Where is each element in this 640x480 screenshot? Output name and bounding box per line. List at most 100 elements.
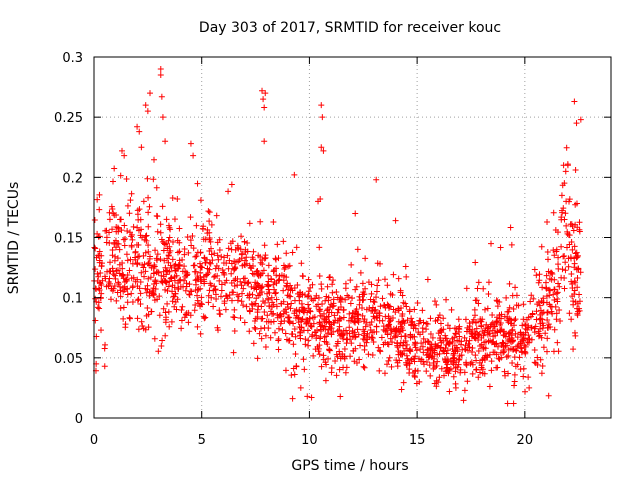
data-point [335,306,342,313]
data-point [108,203,115,210]
data-point [202,314,209,321]
data-point [393,332,400,339]
data-point [284,292,291,299]
data-point [377,348,384,355]
data-point [95,233,102,240]
data-point [463,285,470,292]
data-point [352,210,359,217]
data-point [160,247,167,254]
data-point [334,340,341,347]
data-point [175,286,182,293]
data-point [458,338,465,345]
data-point [410,355,417,362]
data-point [373,288,380,295]
data-point [456,356,463,363]
data-point [115,279,122,286]
data-point [179,256,186,263]
data-point [525,314,532,321]
data-point [434,351,441,358]
data-point [500,340,507,347]
data-point [223,293,230,300]
data-point [127,197,134,204]
data-point [176,261,183,268]
data-point [385,323,392,330]
data-point [250,248,257,255]
data-point [355,331,362,338]
data-point [539,363,546,370]
data-point [251,324,258,331]
data-point [263,318,270,325]
data-point [169,256,176,263]
data-point [561,216,568,223]
data-point [92,295,99,302]
data-point [144,305,151,312]
data-point [142,102,149,109]
data-point [290,320,297,327]
data-point [352,319,359,326]
data-point [494,343,501,350]
data-point [291,308,298,315]
data-point [558,243,565,250]
data-point [346,324,353,331]
data-point [169,239,176,246]
data-point [511,378,518,385]
data-point [473,325,480,332]
data-point [488,367,495,374]
data-point [126,314,133,321]
data-point [261,104,268,111]
data-point [211,250,218,257]
data-point [214,324,221,331]
data-point [447,339,454,346]
data-point [497,327,504,334]
data-point [259,315,266,322]
data-point [245,280,252,287]
data-point [220,259,227,266]
data-point [326,347,333,354]
data-point [157,256,164,263]
data-point [435,330,442,337]
data-point [511,371,518,378]
data-point [289,249,296,256]
data-point [162,264,169,271]
data-point [526,384,533,391]
data-point [242,257,249,264]
data-point [117,293,124,300]
data-point [486,383,493,390]
data-point [134,297,141,304]
data-point [372,306,379,313]
data-point [357,342,364,349]
data-point [238,233,245,240]
data-point [179,268,186,275]
data-point [270,281,277,288]
data-point [373,294,380,301]
data-point [297,384,304,391]
data-point [160,268,167,275]
data-point [281,266,288,273]
data-point [143,237,150,244]
data-point [92,317,99,324]
data-point [171,293,178,300]
data-point [121,152,128,159]
data-point [188,288,195,295]
data-point [192,268,199,275]
data-point [464,378,471,385]
data-point [551,276,558,283]
data-point [533,316,540,323]
data-point [318,144,325,151]
data-point [400,379,407,386]
data-point [431,347,438,354]
data-point [98,263,105,270]
data-point [443,296,450,303]
data-point [340,335,347,342]
data-point [111,212,118,219]
data-point [478,334,485,341]
data-point [159,337,166,344]
data-point [207,260,214,267]
data-point [138,144,145,151]
data-point [505,308,512,315]
data-point [277,311,284,318]
data-point [381,370,388,377]
data-point [540,295,547,302]
data-point [108,296,115,303]
data-point [301,366,308,373]
